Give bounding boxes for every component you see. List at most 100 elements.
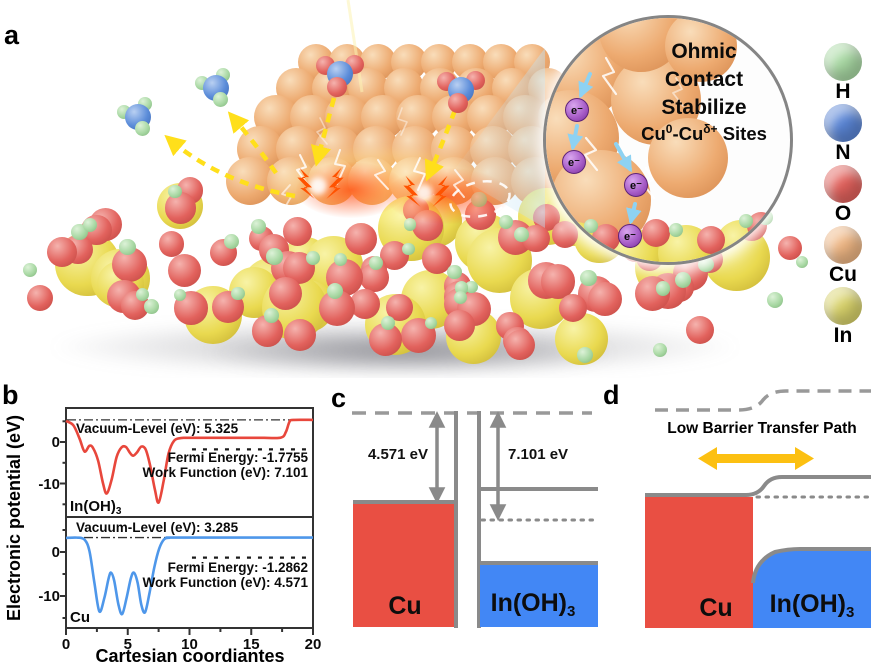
- material-label-cu: Cu: [70, 609, 90, 626]
- axis-ticks: [60, 420, 314, 635]
- ytick: -10: [38, 476, 60, 493]
- ytick: 0: [52, 434, 60, 451]
- xtick: 15: [243, 636, 260, 653]
- legend-item-n: N: [815, 104, 871, 163]
- h-atom: [453, 291, 467, 305]
- xtick: 5: [124, 636, 132, 653]
- h-atom: [266, 248, 283, 265]
- electron-badge: e⁻: [562, 150, 586, 174]
- inset-h-atom: [584, 219, 598, 233]
- o-atom: [587, 281, 623, 317]
- h-atom: [327, 282, 344, 299]
- wf-annotation-inoh3: Work Function (eV): 7.101: [142, 465, 308, 480]
- o-atom-sphere: [824, 165, 862, 203]
- o-atom: [421, 243, 453, 274]
- legend-item-o: O: [815, 165, 871, 224]
- electron-badge: e⁻: [624, 173, 648, 197]
- h-atom: [119, 238, 136, 256]
- h-atom: [675, 272, 692, 289]
- h-atom: [767, 292, 783, 308]
- h-atom: [447, 264, 462, 280]
- inoh3-band-box: [480, 563, 598, 627]
- h-atom: [655, 280, 671, 296]
- inset-cu-atom: [648, 118, 728, 198]
- inset-o-atom: [547, 219, 575, 247]
- o-atom: [168, 253, 202, 287]
- o-atom: [47, 237, 77, 267]
- electron-badge: e⁻: [565, 98, 589, 122]
- upper-band-line: [645, 475, 871, 497]
- h-atom: [83, 218, 97, 232]
- h-atom: [305, 251, 320, 266]
- o-atom: [505, 330, 535, 360]
- o-atom: [284, 319, 316, 351]
- vacuum-dashed-step: [655, 389, 871, 412]
- in-atom-sphere: [824, 287, 862, 325]
- h-atom: [251, 218, 266, 234]
- h-atom: [368, 255, 383, 271]
- wf-value-inoh3: 7.101 eV: [508, 446, 568, 463]
- inset-o-atom: [697, 226, 725, 254]
- wf-value-cu: 4.571 eV: [368, 446, 428, 463]
- legend-label-o: O: [834, 202, 852, 225]
- o-atom: [27, 285, 53, 311]
- legend-label-h: H: [835, 80, 851, 103]
- vacuum-annotation-cu: Vacuum-Level (eV): 3.285: [76, 520, 239, 535]
- inset-line-4: Cu0-Cuδ+ Sites: [641, 122, 767, 145]
- panel-d-contact-diagram: Low Barrier Transfer Path Cu In(OH)3: [645, 389, 871, 628]
- transfer-path-title: Low Barrier Transfer Path: [667, 420, 857, 437]
- o-atom: [349, 288, 380, 319]
- legend-label-n: N: [835, 141, 851, 164]
- ohmic-contact-inset: Ohmic Contact Stabilize Cu0-Cuδ+ Sites e…: [543, 15, 793, 265]
- inset-line-1: Ohmic: [671, 40, 737, 63]
- h-atom: [513, 227, 529, 243]
- x-axis-label: Cartesian coordiantes: [95, 646, 284, 666]
- h-atom: [580, 269, 597, 287]
- h-atom: [796, 256, 808, 268]
- panel-label-c: c: [331, 383, 347, 413]
- h-atom: [230, 286, 245, 301]
- ytick: 0: [52, 544, 60, 561]
- inset-line-2: Contact: [664, 68, 744, 92]
- legend-item-in: In: [815, 287, 871, 346]
- wf-arrow-cu: [428, 411, 446, 504]
- legend-item-h: H: [815, 43, 871, 102]
- o-atom: [443, 310, 475, 342]
- h-atom: [577, 347, 593, 363]
- h-atom: [424, 316, 438, 330]
- cu-band-box: [353, 502, 454, 627]
- h-atom: [465, 280, 478, 294]
- h-atom: [402, 242, 415, 255]
- o-atom: [283, 217, 312, 246]
- cu-region: [645, 497, 753, 628]
- inset-cu-atom: [665, 18, 737, 82]
- o-atom: [159, 231, 185, 257]
- h-atom: [23, 263, 37, 277]
- atom-legend: H N O Cu In: [815, 43, 871, 348]
- panel-c-band-diagram: 4.571 eV 7.101 eV Cu In(OH)3: [352, 411, 598, 628]
- interface-hotspot-right: [385, 168, 510, 224]
- cu-box-label: Cu: [388, 592, 421, 620]
- wf-arrow-inoh3: [489, 411, 507, 521]
- o-atom: [686, 316, 714, 344]
- inset-o-atom: [773, 221, 790, 247]
- inset-h-atom: [669, 223, 683, 237]
- h-atom: [135, 287, 150, 302]
- xtick: 20: [305, 636, 322, 653]
- potential-curve-cu: [65, 536, 314, 616]
- panel-label-a: a: [4, 20, 20, 50]
- inoh3-region-label: In(OH)3: [770, 590, 855, 621]
- ytick: -10: [38, 588, 60, 605]
- inset-o-atom: [642, 219, 670, 247]
- legend-label-cu: Cu: [829, 263, 857, 286]
- xtick: 0: [62, 636, 70, 653]
- h-atom: [381, 315, 396, 331]
- panel-label-b: b: [2, 380, 19, 410]
- fermi-annotation-cu: Fermi Energy: -1.2862: [168, 560, 308, 575]
- fermi-annotation-inoh3: Fermi Energy: -1.7755: [168, 450, 309, 465]
- inoh3-box-label: In(OH)3: [491, 589, 576, 620]
- h-atom: [173, 288, 187, 301]
- panel-b-plot: Electronic potential (eV) Cartesian coor…: [4, 407, 322, 666]
- panel-a-molecular-scene: Ohmic Contact Stabilize Cu0-Cuδ+ Sites e…: [23, 0, 871, 376]
